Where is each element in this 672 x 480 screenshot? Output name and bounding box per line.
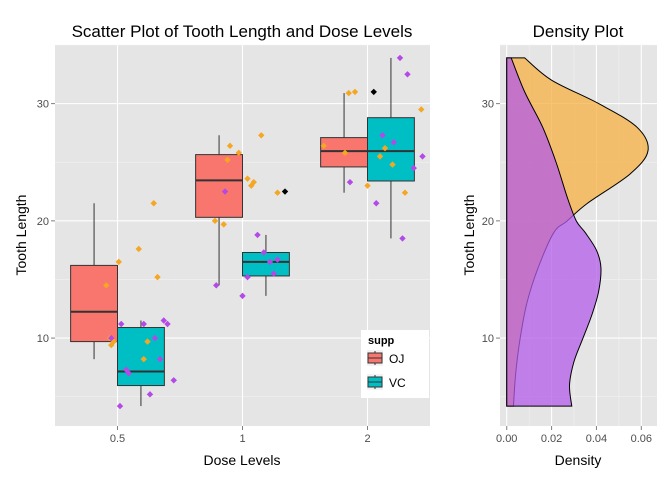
- x-tick-label: 0.00: [496, 433, 517, 445]
- data-point: [373, 200, 380, 207]
- data-point: [418, 106, 425, 113]
- data-point: [364, 182, 371, 189]
- data-point: [244, 175, 251, 182]
- data-point: [410, 164, 417, 172]
- y-tick-label: 10: [37, 333, 49, 345]
- data-point: [250, 178, 257, 186]
- data-point: [213, 282, 220, 289]
- data-point: [370, 88, 377, 96]
- data-point: [254, 231, 261, 239]
- y-tick-label: 20: [37, 216, 49, 228]
- data-point: [320, 142, 327, 150]
- x-tick-label: 0.06: [631, 433, 652, 445]
- y-tick-label: 20: [482, 216, 494, 228]
- data-point: [389, 161, 396, 168]
- data-point: [118, 320, 125, 328]
- box-vc: [367, 117, 415, 182]
- box-oj: [70, 264, 118, 343]
- data-point: [224, 156, 231, 164]
- data-point: [226, 142, 234, 150]
- data-point: [144, 338, 151, 345]
- data-point: [140, 320, 147, 328]
- data-point: [103, 282, 110, 289]
- data-point: [220, 221, 227, 228]
- left-chart-title: Scatter Plot of Tooth Length and Dose Le…: [72, 22, 413, 41]
- data-point: [235, 149, 242, 157]
- data-point: [351, 88, 359, 96]
- data-point: [239, 292, 246, 300]
- data-point: [156, 355, 164, 363]
- x-tick-label: 1: [239, 433, 245, 445]
- x-tick-label: 0.5: [110, 433, 125, 445]
- data-point: [170, 377, 177, 384]
- scatter-box-panel: 10 20 30 0.5 1 2 Scatter Plot of Tooth Length…: [13, 22, 430, 468]
- data-point: [211, 217, 219, 225]
- data-point: [404, 71, 411, 78]
- data-point: [270, 270, 277, 277]
- legend-key-oj: [367, 350, 383, 366]
- data-point: [135, 245, 142, 253]
- x-tick-label: 0.04: [586, 433, 607, 445]
- data-point: [260, 249, 267, 256]
- box-oj: [195, 154, 243, 218]
- density-panel: 10 20 30 0.00 0.02 0.04 0.06 Density Plot Dens…: [461, 22, 657, 468]
- data-point: [125, 370, 132, 377]
- data-point: [379, 132, 386, 139]
- data-point: [108, 334, 115, 342]
- data-point: [345, 89, 352, 97]
- legend: supp OJ VC: [361, 330, 429, 398]
- data-point: [274, 189, 281, 196]
- data-point: [396, 54, 404, 62]
- data-point: [244, 273, 251, 281]
- data-point: [164, 320, 171, 328]
- legend-label-vc: VC: [389, 376, 406, 390]
- y-tick-label: 30: [482, 99, 494, 111]
- data-point: [146, 391, 154, 398]
- data-point: [116, 402, 124, 410]
- data-point: [346, 178, 354, 186]
- legend-key-vc: [367, 374, 383, 390]
- box-vc: [117, 327, 165, 387]
- data-point: [150, 200, 157, 207]
- data-point: [399, 235, 406, 242]
- density-area-1: [506, 57, 602, 407]
- data-point: [140, 355, 147, 363]
- data-point: [258, 132, 265, 139]
- data-point: [401, 189, 409, 196]
- left-x-axis-title: Dose Levels: [203, 452, 280, 468]
- data-point: [390, 139, 397, 146]
- legend-label-oj: OJ: [389, 352, 404, 366]
- y-tick-label: 30: [37, 99, 49, 111]
- data-point: [376, 153, 384, 160]
- data-point: [341, 149, 349, 157]
- data-point: [281, 188, 289, 195]
- box-vc: [242, 251, 290, 277]
- right-x-axis-title: Density: [555, 452, 602, 468]
- right-y-axis-title: Tooth Length: [461, 195, 477, 276]
- data-point: [151, 334, 159, 342]
- data-point: [115, 258, 122, 266]
- left-y-axis-title: Tooth Length: [13, 195, 29, 276]
- x-tick-label: 2: [364, 433, 370, 445]
- data-point: [274, 256, 281, 263]
- data-point: [160, 317, 167, 324]
- data-point: [221, 188, 229, 195]
- right-chart-title: Density Plot: [533, 22, 624, 41]
- legend-title: supp: [368, 335, 395, 347]
- data-point: [154, 273, 161, 281]
- data-point: [419, 153, 426, 160]
- y-tick-label: 10: [482, 333, 494, 345]
- data-point: [266, 258, 274, 266]
- x-tick-label: 0.02: [541, 433, 562, 445]
- data-point: [381, 144, 389, 152]
